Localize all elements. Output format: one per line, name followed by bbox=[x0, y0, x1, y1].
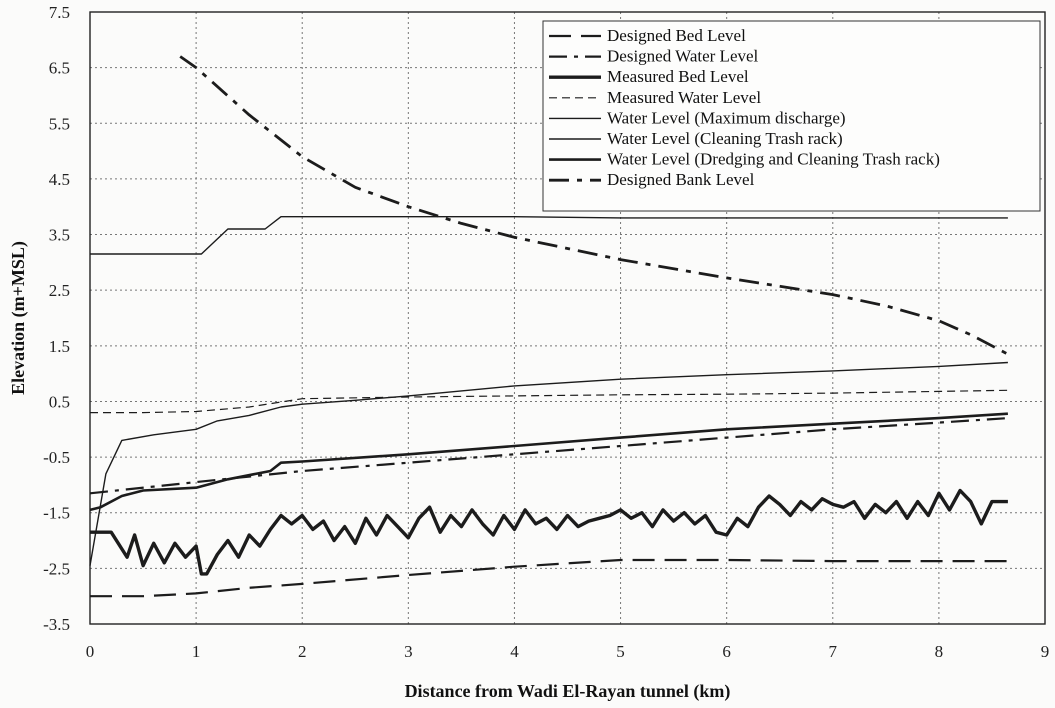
series-line-7 bbox=[89, 412, 1008, 512]
y-tick-label: 7.5 bbox=[49, 3, 70, 22]
series-line-2 bbox=[89, 417, 1008, 495]
legend-label-2: Designed Water Level bbox=[607, 47, 759, 66]
x-tick-label: 5 bbox=[616, 642, 625, 661]
y-tick-label: 3.5 bbox=[49, 226, 70, 245]
y-tick-label: 4.5 bbox=[49, 170, 70, 189]
legend-label-5: Water Level (Maximum discharge) bbox=[607, 108, 846, 127]
y-tick-label: -1.5 bbox=[43, 504, 70, 523]
legend-label-7: Water Level (Dredging and Cleaning Trash… bbox=[607, 150, 940, 169]
x-tick-label: 6 bbox=[722, 642, 731, 661]
legend-label-6: Water Level (Cleaning Trash rack) bbox=[607, 129, 843, 148]
series-line-8 bbox=[179, 55, 1009, 356]
legend-label-3: Measured Bed Level bbox=[607, 67, 749, 86]
y-axis-title: Elevation (m+MSL) bbox=[8, 241, 29, 395]
series-line-1 bbox=[90, 558, 1008, 598]
x-tick-label: 1 bbox=[192, 642, 201, 661]
y-tick-label: -0.5 bbox=[43, 448, 70, 467]
plot-frame bbox=[89, 11, 1046, 625]
y-tick-label: 0.5 bbox=[49, 392, 70, 411]
legend-label-8: Designed Bank Level bbox=[607, 170, 755, 189]
y-tick-label: 1.5 bbox=[49, 337, 70, 356]
y-tick-label: 2.5 bbox=[49, 281, 70, 300]
x-tick-label: 7 bbox=[829, 642, 838, 661]
x-axis-title: Distance from Wadi El-Rayan tunnel (km) bbox=[405, 681, 731, 702]
series-line-5 bbox=[90, 216, 1008, 255]
x-tick-label: 9 bbox=[1041, 642, 1050, 661]
tick-layer: 0 1 2 3 4 5 6 7 8 9 7.5 6.5 5.5 4.5 3.5 2.5 1.5 0.5 -0.5 -1… bbox=[43, 3, 1049, 661]
series-layer bbox=[89, 55, 1009, 598]
legend-label-1: Designed Bed Level bbox=[607, 26, 746, 45]
y-tick-label: 5.5 bbox=[49, 114, 70, 133]
series-line-4 bbox=[90, 389, 1008, 414]
series-line-6 bbox=[89, 361, 1008, 566]
series-line-3 bbox=[90, 488, 1008, 576]
legend-label-4: Measured Water Level bbox=[607, 88, 761, 107]
x-tick-label: 8 bbox=[935, 642, 944, 661]
x-tick-label: 3 bbox=[404, 642, 413, 661]
x-tick-label: 0 bbox=[86, 642, 95, 661]
x-tick-label: 4 bbox=[510, 642, 519, 661]
y-tick-label: -2.5 bbox=[43, 559, 70, 578]
x-tick-label: 2 bbox=[298, 642, 307, 661]
y-tick-label: 6.5 bbox=[49, 59, 70, 78]
legend-box bbox=[542, 20, 1041, 212]
y-tick-label: -3.5 bbox=[43, 615, 70, 634]
